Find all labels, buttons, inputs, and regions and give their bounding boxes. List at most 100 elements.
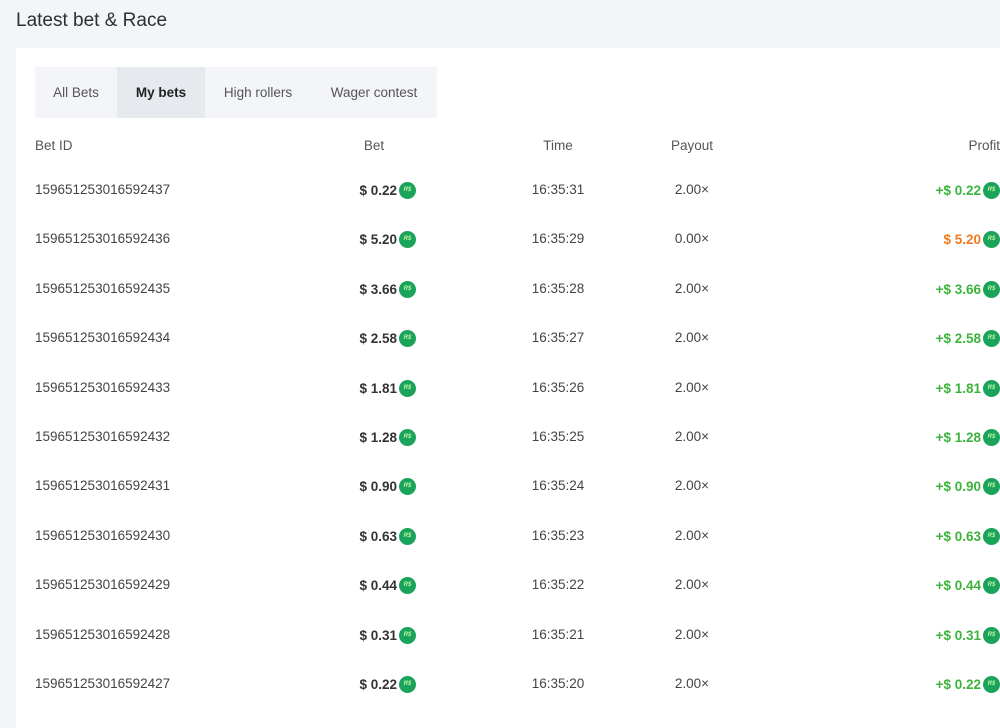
- bet-id: 159651253016592435: [35, 280, 171, 296]
- coin-icon: R$: [399, 527, 416, 545]
- bet-profit-value: +$ 0.31: [935, 627, 981, 643]
- table-row[interactable]: 159651253016592435 $ 3.66 R$ 16:35:28 2.0…: [16, 275, 1000, 305]
- table-header: Bet ID Bet Time Payout Profit: [16, 132, 1000, 162]
- bet-time: 16:35:31: [531, 182, 585, 197]
- tab-bar: All Bets My bets High rollers Wager contest: [35, 67, 437, 118]
- bet-profit-value: +$ 0.63: [935, 528, 981, 544]
- table-row[interactable]: 159651253016592437 $ 0.22 R$ 16:35:31 2.0…: [16, 176, 1000, 206]
- bet-payout: 2.00×: [674, 379, 710, 395]
- bet-profit-value: +$ 1.28: [935, 430, 981, 445]
- bet-profit-value: +$ 0.22: [935, 677, 981, 692]
- bet-time: 16:35:24: [531, 478, 585, 494]
- coin-icon: R$: [399, 478, 416, 496]
- table-row[interactable]: 159651253016592427 $ 0.22 R$ 16:35:20 2.0…: [16, 670, 1000, 700]
- bet-profit: +$ 0.31 R$: [840, 626, 1000, 644]
- bet-profit: +$ 3.66 R$: [840, 280, 1000, 298]
- bet-amount-value: $ 0.63: [359, 528, 397, 544]
- bet-profit: +$ 0.63 R$: [840, 527, 1000, 545]
- bet-profit: +$ 2.58 R$: [840, 330, 1000, 348]
- table-row[interactable]: 159651253016592433 $ 1.81 R$ 16:35:26 2.0…: [16, 374, 1000, 404]
- coin-icon: R$: [983, 676, 1000, 693]
- column-header-bet-id: Bet ID: [35, 138, 73, 153]
- table-row[interactable]: 159651253016592431 $ 0.90 R$ 16:35:24 2.0…: [16, 472, 1000, 502]
- tab-high-rollers[interactable]: High rollers: [223, 85, 293, 100]
- bet-profit: +$ 0.44 R$: [840, 577, 1000, 595]
- bet-profit-value: +$ 0.22: [935, 183, 981, 198]
- bet-profit: +$ 1.28 R$: [840, 429, 1000, 446]
- column-header-time: Time: [543, 138, 573, 153]
- bet-amount-value: $ 1.28: [359, 430, 397, 445]
- bet-profit: +$ 1.81 R$: [840, 379, 1000, 397]
- bet-profit: +$ 0.22 R$: [840, 182, 1000, 199]
- bet-amount: $ 0.31 R$: [306, 626, 416, 644]
- coin-icon: R$: [983, 379, 1000, 397]
- bet-id: 159651253016592433: [35, 379, 171, 395]
- bet-time: 16:35:20: [531, 676, 585, 691]
- bet-payout: 2.00×: [674, 280, 710, 296]
- bet-amount-value: $ 0.22: [359, 183, 397, 198]
- coin-icon: R$: [983, 577, 1000, 595]
- column-header-payout: Payout: [670, 138, 714, 153]
- coin-icon: R$: [399, 676, 416, 693]
- bet-amount-value: $ 0.22: [359, 677, 397, 692]
- bet-amount: $ 0.22 R$: [306, 182, 416, 199]
- table-row[interactable]: 159651253016592429 $ 0.44 R$ 16:35:22 2.0…: [16, 571, 1000, 601]
- table-row[interactable]: 159651253016592436 $ 5.20 R$ 16:35:29 0.0…: [16, 225, 1000, 255]
- bet-amount: $ 3.66 R$: [306, 280, 416, 298]
- bet-amount-value: $ 0.90: [359, 479, 397, 495]
- bet-payout: 2.00×: [674, 676, 710, 691]
- bet-profit-value: $ 5.20: [943, 232, 981, 248]
- bet-amount: $ 0.90 R$: [306, 478, 416, 496]
- tab-my-bets[interactable]: My bets: [117, 67, 205, 118]
- bet-profit-value: +$ 2.58: [935, 331, 981, 347]
- coin-icon: R$: [983, 330, 1000, 348]
- section-title: Latest bet & Race: [16, 10, 168, 31]
- bet-payout: 2.00×: [674, 626, 710, 642]
- bet-time: 16:35:22: [531, 577, 585, 593]
- bet-time: 16:35:26: [531, 379, 585, 395]
- bet-profit: +$ 0.90 R$: [840, 478, 1000, 496]
- bets-card: All Bets My bets High rollers Wager contest…: [16, 48, 1000, 728]
- coin-icon: R$: [399, 231, 416, 249]
- table-row[interactable]: 159651253016592434 $ 2.58 R$ 16:35:27 2.0…: [16, 324, 1000, 354]
- column-header-bet: Bet: [363, 138, 385, 153]
- bet-amount-value: $ 3.66: [359, 281, 397, 297]
- bet-amount: $ 1.28 R$: [306, 429, 416, 446]
- table-row[interactable]: 159651253016592432 $ 1.28 R$ 16:35:25 2.0…: [16, 423, 1000, 453]
- bet-payout: 2.00×: [674, 429, 710, 444]
- bet-profit-value: +$ 3.66: [935, 281, 981, 297]
- bet-id: 159651253016592430: [35, 527, 171, 543]
- coin-icon: R$: [983, 626, 1000, 644]
- bet-id: 159651253016592434: [35, 330, 171, 346]
- bet-id: 159651253016592429: [35, 577, 171, 593]
- bet-time: 16:35:27: [531, 330, 585, 346]
- bet-id: 159651253016592431: [35, 478, 171, 494]
- bet-id: 159651253016592432: [35, 429, 171, 444]
- column-header-profit: Profit: [968, 138, 1000, 153]
- bet-time: 16:35:25: [531, 429, 585, 444]
- coin-icon: R$: [399, 182, 416, 199]
- tab-wager-contest[interactable]: Wager contest: [330, 85, 418, 100]
- bet-amount: $ 0.44 R$: [306, 577, 416, 595]
- coin-icon: R$: [983, 280, 1000, 298]
- bet-id: 159651253016592436: [35, 231, 171, 247]
- bet-time: 16:35:21: [531, 626, 585, 642]
- coin-icon: R$: [983, 478, 1000, 496]
- bet-time: 16:35:23: [531, 527, 585, 543]
- tab-all-bets[interactable]: All Bets: [53, 85, 99, 100]
- table-row[interactable]: 159651253016592428 $ 0.31 R$ 16:35:21 2.0…: [16, 621, 1000, 651]
- bet-payout: 2.00×: [674, 577, 710, 593]
- bet-id: 159651253016592437: [35, 182, 171, 197]
- bet-profit-value: +$ 0.90: [935, 479, 981, 495]
- coin-icon: R$: [983, 527, 1000, 545]
- bet-id: 159651253016592427: [35, 676, 171, 691]
- bet-amount-value: $ 0.31: [359, 627, 397, 643]
- bet-amount: $ 0.63 R$: [306, 527, 416, 545]
- table-row[interactable]: 159651253016592430 $ 0.63 R$ 16:35:23 2.0…: [16, 522, 1000, 552]
- bet-time: 16:35:28: [531, 280, 585, 296]
- bet-time: 16:35:29: [531, 231, 585, 247]
- bet-payout: 0.00×: [674, 231, 710, 247]
- bet-payout: 2.00×: [674, 478, 710, 494]
- bet-profit: $ 5.20 R$: [840, 231, 1000, 249]
- coin-icon: R$: [399, 330, 416, 348]
